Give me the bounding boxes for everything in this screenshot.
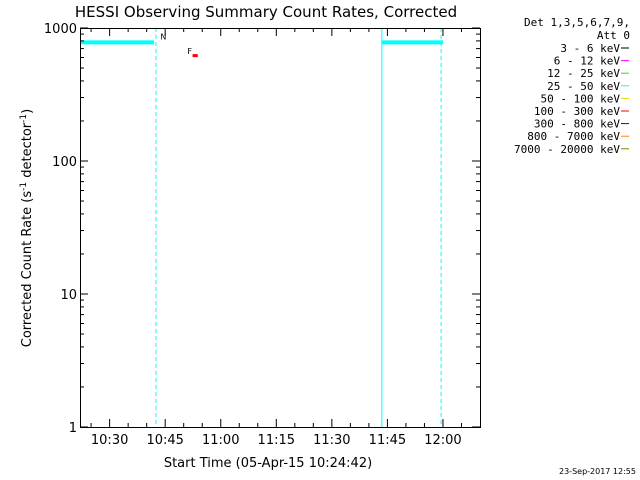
- generation-timestamp: 23-Sep-2017 12:55: [559, 467, 636, 476]
- x-tick-label: 11:45: [369, 433, 406, 448]
- chart-title: HESSI Observing Summary Count Rates, Cor…: [75, 3, 457, 21]
- x-tick-label: 10:45: [146, 433, 183, 448]
- plot-marks: NF: [80, 28, 443, 427]
- legend-label: 100 - 300 keV: [534, 105, 620, 118]
- x-tick-label: 11:30: [313, 433, 350, 448]
- legend-label: 3 - 6 keV: [560, 42, 620, 55]
- x-tick-label: 12:00: [424, 433, 461, 448]
- legend-header-detectors: Det 1,3,5,6,7,9,: [524, 16, 630, 29]
- x-tick-label: 10:30: [91, 433, 128, 448]
- y-tick-label: 100: [52, 155, 77, 170]
- legend-label: 800 - 7000 keV: [527, 130, 620, 143]
- flare-label: F: [187, 47, 192, 56]
- y-tick-label: 10: [60, 288, 77, 303]
- legend-label: 300 - 800 keV: [534, 118, 620, 131]
- plot-frame: [80, 28, 481, 428]
- x-tick-label: 11:15: [258, 433, 295, 448]
- legend-label: 7000 - 20000 keV: [514, 143, 620, 156]
- axis-ticks: 10:30 10:45 11:00 11:15 11:30 11:45 12:00 1 10 10…: [44, 22, 480, 448]
- x-axis-label: Start Time (05-Apr-15 10:24:42): [164, 456, 372, 471]
- x-tick-label: 11:00: [202, 433, 239, 448]
- legend-header-attenuator: Att 0: [597, 29, 630, 42]
- y-tick-label: 1000: [44, 22, 77, 37]
- legend-label: 6 - 12 keV: [554, 55, 621, 68]
- legend-label: 50 - 100 keV: [541, 92, 621, 105]
- legend-label: 25 - 50 keV: [547, 80, 620, 93]
- y-tick-label: 1: [69, 421, 77, 436]
- y-axis-label: Corrected Count Rate (s-1 detector-1): [19, 109, 35, 347]
- legend-label: 12 - 25 keV: [547, 67, 620, 80]
- night-label: N: [160, 32, 166, 41]
